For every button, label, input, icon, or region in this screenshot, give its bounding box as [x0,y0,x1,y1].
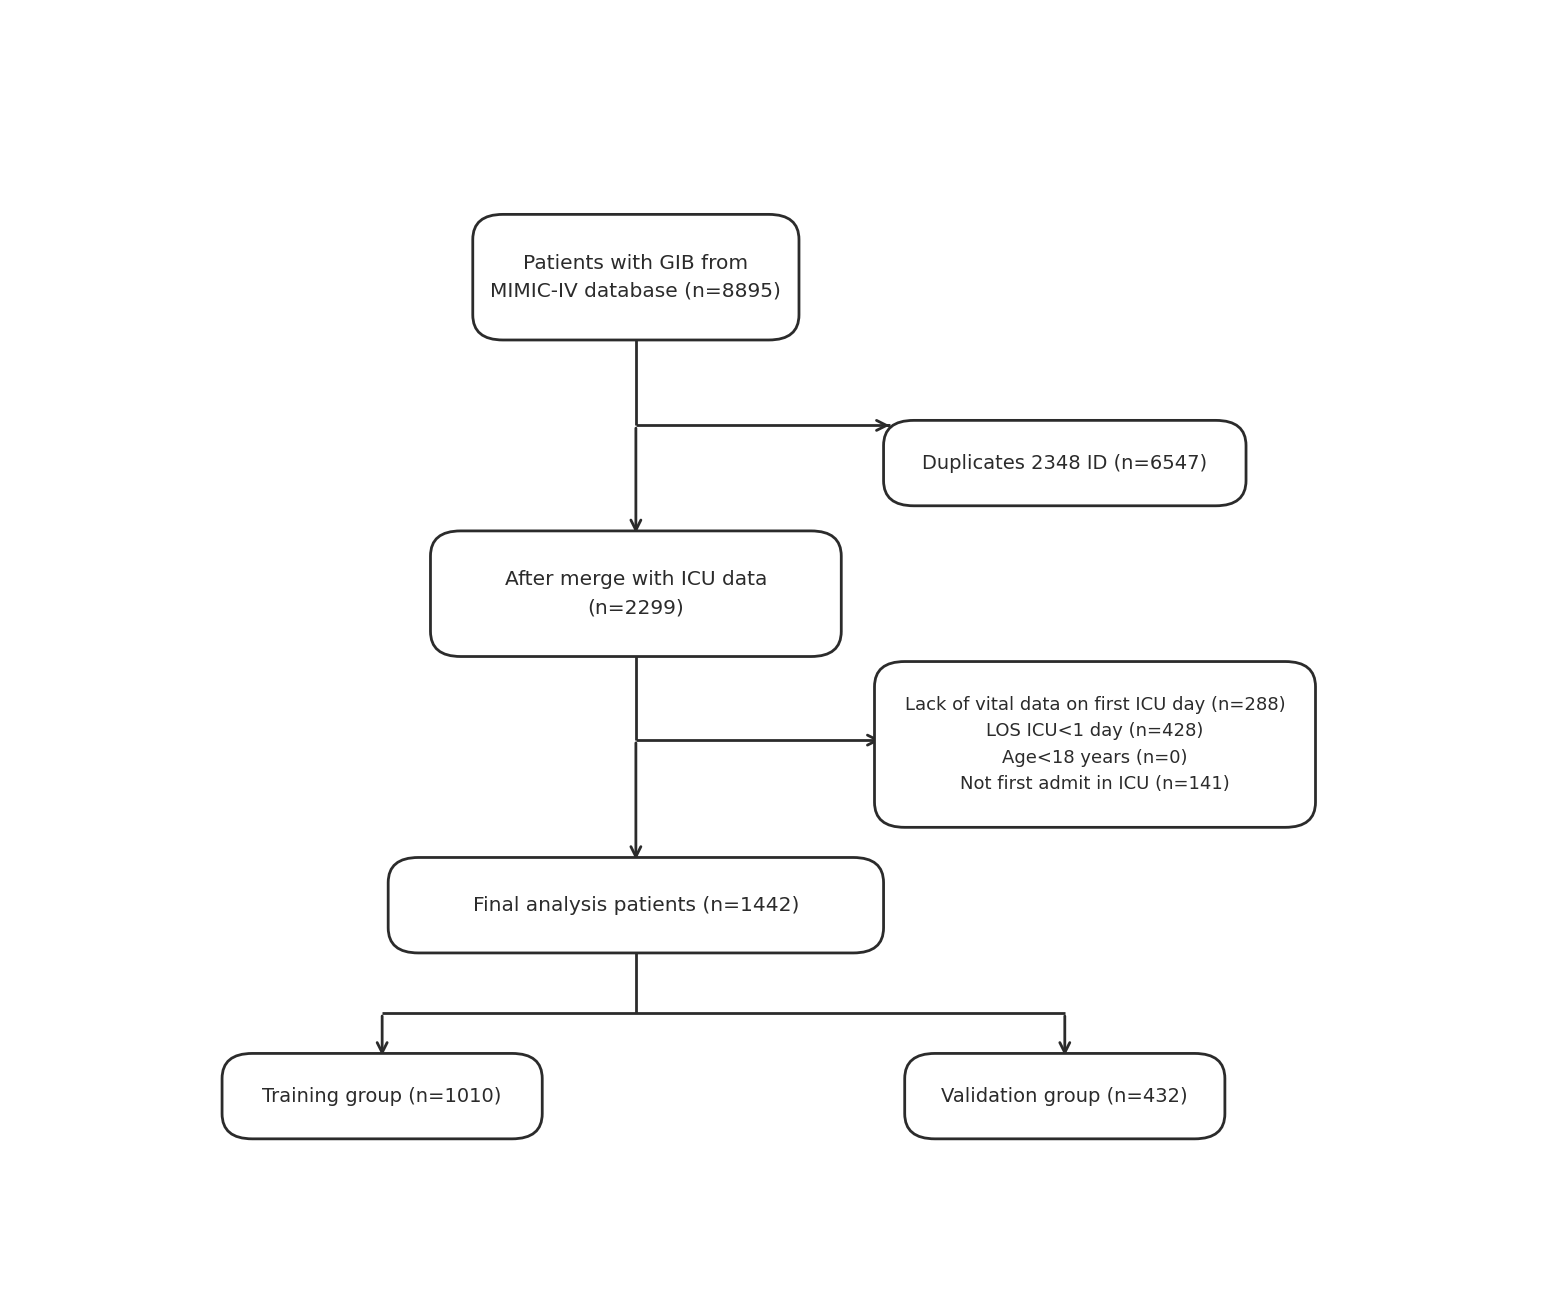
FancyBboxPatch shape [472,214,798,341]
Text: Lack of vital data on first ICU day (n=288)
LOS ICU<1 day (n=428)
Age<18 years (: Lack of vital data on first ICU day (n=2… [904,696,1285,793]
Text: Validation group (n=432): Validation group (n=432) [942,1087,1188,1105]
Text: Duplicates 2348 ID (n=6547): Duplicates 2348 ID (n=6547) [923,454,1207,472]
FancyBboxPatch shape [884,420,1246,506]
FancyBboxPatch shape [430,531,842,656]
FancyBboxPatch shape [388,857,884,953]
FancyBboxPatch shape [875,662,1316,827]
Text: Training group (n=1010): Training group (n=1010) [262,1087,502,1105]
FancyBboxPatch shape [221,1053,543,1139]
Text: Patients with GIB from
MIMIC-IV database (n=8895): Patients with GIB from MIMIC-IV database… [491,253,781,300]
Text: After merge with ICU data
(n=2299): After merge with ICU data (n=2299) [505,570,767,617]
Text: Final analysis patients (n=1442): Final analysis patients (n=1442) [472,895,800,915]
FancyBboxPatch shape [904,1053,1225,1139]
